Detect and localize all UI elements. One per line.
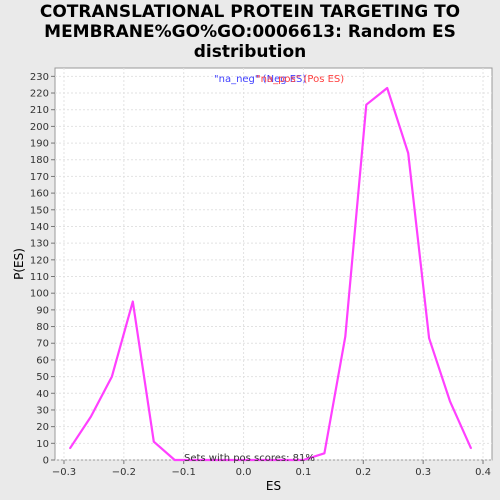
legend: "na_neg" (Neg ES) "na_pos" (Pos ES) (214, 74, 344, 85)
y-tick-label: 190 (30, 139, 49, 150)
chart-title-line-2: MEMBRANE%GO%GO:0006613: Random ES (44, 22, 456, 42)
series-line (69, 86, 473, 462)
data-point (428, 337, 430, 340)
data-point (302, 459, 305, 461)
y-tick-label: 170 (30, 172, 49, 183)
data-point (323, 452, 326, 455)
chart-title-line-3: distribution (193, 42, 307, 62)
y-tick-label: 220 (30, 89, 49, 100)
x-tick-label: 0.3 (415, 467, 431, 478)
x-tick-label: 0.2 (355, 467, 371, 478)
x-tick-label: 0.0 (236, 467, 252, 478)
y-tick-label: 50 (36, 372, 49, 383)
y-tick-label: 210 (30, 105, 49, 116)
x-tick-label: −0.3 (52, 467, 76, 478)
y-tick-label: 20 (36, 422, 49, 433)
y-tick-label: 90 (36, 305, 49, 316)
data-point (365, 103, 368, 106)
data-point (386, 87, 389, 89)
plot-area (54, 67, 493, 461)
data-point (152, 440, 155, 443)
annotation: Sets with pos scores: 81% (184, 453, 315, 464)
data-point (470, 447, 472, 450)
y-tick-label: 120 (30, 255, 49, 266)
y-tick-label: 130 (30, 239, 49, 250)
y-tick-label: 80 (36, 322, 49, 333)
y-tick-label: 40 (36, 389, 49, 400)
series-layer (69, 86, 473, 462)
y-tick-label: 180 (30, 155, 49, 166)
x-tick-label: −0.1 (172, 467, 196, 478)
data-point (173, 459, 176, 461)
y-tick-label: 200 (30, 122, 49, 133)
y-tick-label: 60 (36, 355, 49, 366)
chart-title-line-1: COTRANSLATIONAL PROTEIN TARGETING TO (39, 2, 461, 22)
y-tick-label: 70 (36, 339, 49, 350)
y-tick-label: 0 (43, 456, 49, 467)
x-tick-label: −0.2 (112, 467, 136, 478)
y-tick-label: 140 (30, 222, 49, 233)
data-point (407, 152, 409, 154)
legend-entry-neg: "na_neg" (Neg ES) (214, 74, 306, 85)
x-tick-label: 0.4 (475, 467, 491, 478)
data-point (69, 447, 71, 450)
data-point (344, 335, 347, 338)
chart-title: COTRANSLATIONAL PROTEIN TARGETING TO MEM… (0, 2, 500, 62)
legend-entry-pos: "na_pos" (Pos ES) (256, 74, 344, 85)
y-tick-label: 100 (30, 289, 49, 300)
y-tick-label: 160 (30, 189, 49, 200)
y-tick-label: 230 (30, 72, 49, 83)
data-point (90, 415, 92, 418)
data-point (449, 400, 451, 403)
y-axis-label: P(ES) (12, 248, 26, 280)
axes: 0 10 20 30 40 50 60 70 80 90 100 110 120 130 140 150 160… (30, 72, 491, 478)
x-tick-label: 0.1 (295, 467, 311, 478)
y-tick-label: 110 (30, 272, 49, 283)
y-tick-label: 10 (36, 439, 49, 450)
y-tick-label: 150 (30, 205, 49, 216)
data-point (132, 300, 134, 303)
y-tick-label: 30 (36, 405, 49, 416)
x-axis-label: ES (266, 479, 281, 493)
data-point (194, 459, 197, 461)
data-point (111, 375, 113, 378)
